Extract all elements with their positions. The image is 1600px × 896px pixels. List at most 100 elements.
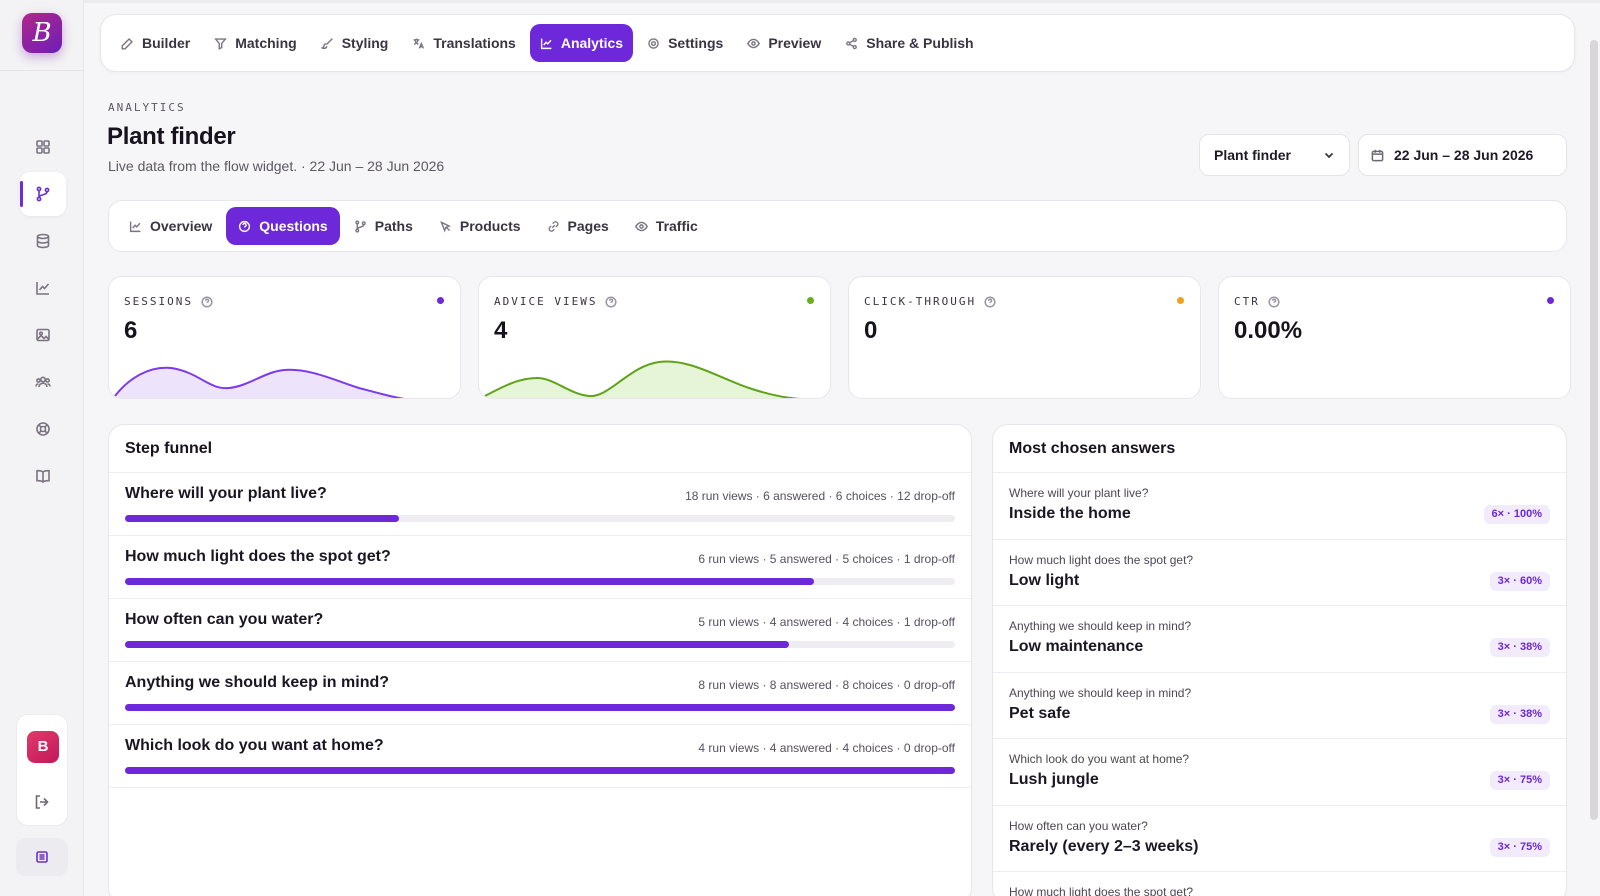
translate-icon: [413, 38, 425, 49]
tab-label: Settings: [668, 35, 724, 51]
answer-row[interactable]: How often can you water? Rarely (every 2–…: [993, 806, 1566, 872]
funnel-row[interactable]: How often can you water? 5 run views · 4 …: [109, 599, 971, 662]
tab-share-publish[interactable]: Share & Publish: [835, 24, 983, 62]
tab-matching[interactable]: Matching: [204, 24, 306, 62]
answer-row[interactable]: Anything we should keep in mind? Low main…: [993, 606, 1566, 673]
rail-dashboard[interactable]: [20, 125, 66, 169]
answer-row[interactable]: Anything we should keep in mind? Pet safe…: [993, 673, 1566, 739]
answer-row[interactable]: How much light does the spot get? Low lig…: [993, 540, 1566, 606]
analytics-tabs: Overview Questions Paths Products Pages Traff…: [108, 200, 1567, 252]
section-eyebrow: ANALYTICS: [108, 101, 186, 114]
answer-question: Anything we should keep in mind?: [1009, 685, 1192, 700]
question-icon: [239, 220, 251, 232]
subtab-traffic[interactable]: Traffic: [623, 207, 710, 245]
answer-question: Where will your plant live?: [1009, 486, 1149, 500]
subtab-pages[interactable]: Pages: [535, 207, 621, 245]
tab-styling[interactable]: Styling: [311, 24, 399, 62]
step-funnel-panel: Step funnel Where will your plant live? 1…: [108, 424, 972, 896]
answer-row[interactable]: How much light does the spot get?: [993, 872, 1566, 896]
brush-icon: [320, 37, 333, 49]
top-border: [84, 0, 1600, 3]
rail-team[interactable]: [20, 360, 66, 404]
help-icon[interactable]: [201, 295, 213, 308]
subtab-overview[interactable]: Overview: [117, 207, 224, 245]
subtab-label: Traffic: [655, 218, 698, 234]
answer-badge: 3× · 38%: [1489, 638, 1550, 657]
help-icon[interactable]: [984, 295, 996, 308]
tab-label: Styling: [341, 35, 389, 51]
rail-docs[interactable]: [20, 454, 66, 498]
eye-icon: [634, 221, 648, 231]
answer-text: Low maintenance: [1009, 638, 1144, 655]
stat-label-text: CLICK-THROUGH: [864, 295, 977, 308]
subtab-paths[interactable]: Paths: [342, 207, 425, 245]
rail-support[interactable]: [20, 407, 66, 451]
user-panel: B: [16, 714, 68, 826]
image-icon: [36, 328, 50, 342]
funnel-row[interactable]: Where will your plant live? 18 run views …: [109, 473, 971, 536]
funnel-progress-track: [125, 578, 955, 585]
collapse-button[interactable]: [16, 838, 68, 876]
answer-text: Lush jungle: [1009, 771, 1099, 788]
answer-question: How often can you water?: [1009, 818, 1148, 833]
rail-flows[interactable]: [20, 172, 66, 216]
tab-label: Builder: [142, 35, 191, 51]
subtab-label: Pages: [567, 218, 609, 234]
tab-label: Analytics: [560, 35, 624, 51]
answer-row[interactable]: Which look do you want at home? Lush jung…: [993, 739, 1566, 806]
tab-analytics[interactable]: Analytics: [529, 24, 634, 62]
funnel-progress-track: [125, 641, 955, 648]
stat-label-text: SESSIONS: [124, 295, 193, 308]
chevron-down-icon: [1324, 152, 1334, 159]
funnel-row[interactable]: Anything we should keep in mind? 8 run vi…: [109, 662, 971, 725]
subtab-label: Questions: [259, 218, 328, 234]
sparkline: [1219, 338, 1571, 398]
funnel-row[interactable]: How much light does the spot get? 6 run v…: [109, 536, 971, 599]
avatar[interactable]: B: [27, 731, 59, 763]
stat-label: ADVICE VIEWS: [494, 295, 618, 308]
funnel-question: How often can you water?: [125, 611, 324, 628]
stat-value: 0.00%: [1234, 317, 1303, 344]
left-rail: B B: [0, 0, 84, 896]
tab-preview[interactable]: Preview: [737, 24, 831, 62]
funnel-meta: 18 run views · 6 answered · 6 choices · …: [685, 489, 955, 503]
date-range-picker[interactable]: 22 Jun – 28 Jun 2026: [1358, 134, 1567, 176]
rail-database[interactable]: [20, 219, 66, 263]
tab-settings[interactable]: Settings: [637, 24, 733, 62]
subtab-label: Products: [459, 218, 521, 234]
panel-icon: [36, 851, 48, 863]
status-dot: [437, 297, 444, 304]
subtab-questions[interactable]: Questions: [226, 207, 340, 245]
help-icon[interactable]: [605, 295, 618, 308]
answer-question: Which look do you want at home?: [1009, 752, 1190, 766]
top-nav: Builder Matching Styling Translations Analyt…: [100, 14, 1575, 72]
app-logo[interactable]: B: [22, 13, 62, 53]
stat-card-sessions: SESSIONS 6: [108, 276, 461, 399]
scrollbar[interactable]: [1590, 40, 1598, 820]
funnel-progress-track: [125, 704, 955, 711]
answer-badge: 3× · 75%: [1489, 771, 1550, 790]
rail-media[interactable]: [20, 313, 66, 357]
answer-row[interactable]: Where will your plant live? Inside the ho…: [993, 473, 1566, 540]
funnel-progress-fill: [125, 641, 789, 648]
subtab-products[interactable]: Products: [427, 207, 533, 245]
flow-select[interactable]: Plant finder: [1199, 134, 1350, 176]
rail-analytics[interactable]: [20, 266, 66, 310]
most-chosen-title: Most chosen answers: [993, 425, 1566, 473]
logout-button[interactable]: [33, 793, 53, 813]
answer-text: Pet safe: [1009, 704, 1071, 722]
stat-value: 4: [494, 317, 508, 344]
stat-label: CLICK-THROUGH: [864, 295, 996, 308]
tab-label: Matching: [235, 35, 297, 51]
stat-label-text: ADVICE VIEWS: [494, 295, 598, 308]
help-icon[interactable]: [1268, 295, 1280, 308]
gear-icon: [648, 37, 659, 49]
funnel-progress-fill: [125, 515, 399, 522]
tab-builder[interactable]: Builder: [111, 24, 200, 62]
stat-label-text: CTR: [1234, 295, 1260, 308]
tab-translations[interactable]: Translations: [402, 24, 525, 62]
funnel-row[interactable]: Which look do you want at home? 4 run vie…: [109, 725, 971, 788]
funnel-progress-fill: [125, 704, 955, 711]
trend-icon: [129, 221, 141, 232]
sparkline: [114, 366, 405, 398]
